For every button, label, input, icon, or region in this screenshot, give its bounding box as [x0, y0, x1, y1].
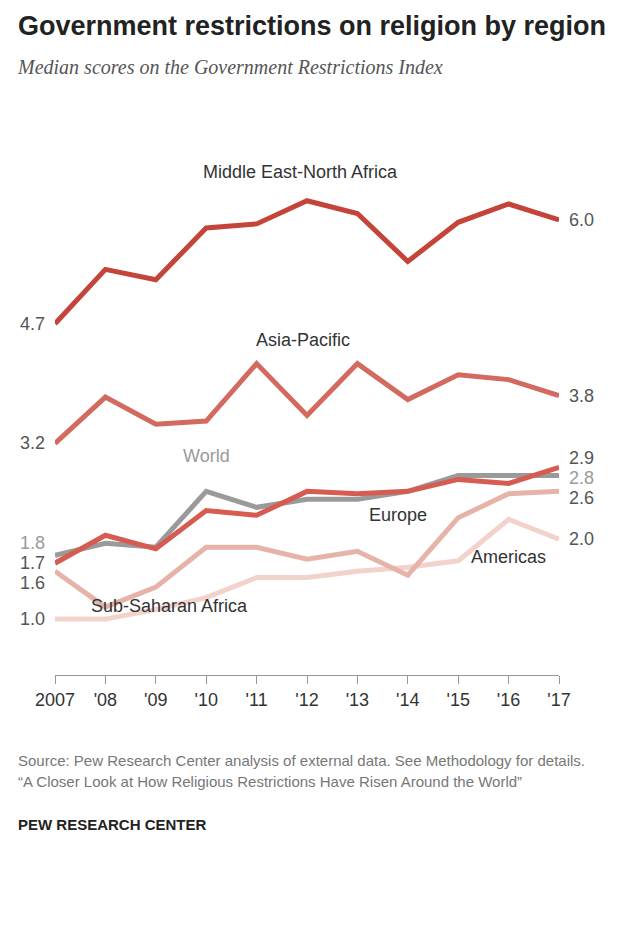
- svg-text:Asia-Pacific: Asia-Pacific: [256, 330, 350, 350]
- svg-text:'16: '16: [497, 690, 520, 710]
- svg-text:'13: '13: [346, 690, 369, 710]
- svg-text:2.6: 2.6: [569, 488, 594, 508]
- svg-text:2.8: 2.8: [569, 468, 594, 488]
- svg-text:'12: '12: [295, 690, 318, 710]
- svg-text:3.8: 3.8: [569, 386, 594, 406]
- svg-text:'10: '10: [194, 690, 217, 710]
- svg-text:2007: 2007: [35, 690, 75, 710]
- svg-text:Middle East-North Africa: Middle East-North Africa: [203, 162, 398, 182]
- svg-text:Americas: Americas: [471, 547, 546, 567]
- html-text:Government restrictions on rel: Government restrictions on religion by r…: [18, 11, 607, 41]
- svg-text:6.0: 6.0: [569, 210, 594, 230]
- html-text:Source: Pew Research Center an: Source: Pew Research Center analysis of …: [18, 752, 585, 769]
- html-text:PEW RESEARCH CENTER: PEW RESEARCH CENTER: [18, 816, 207, 833]
- svg-text:1.8: 1.8: [20, 533, 45, 553]
- svg-text:2.0: 2.0: [569, 529, 594, 549]
- svg-text:'17: '17: [547, 690, 570, 710]
- svg-text:1.7: 1.7: [20, 553, 45, 573]
- html-text:“A Closer Look at How Religiou: “A Closer Look at How Religious Restrict…: [18, 773, 523, 790]
- svg-text:'11: '11: [246, 690, 268, 710]
- svg-text:4.7: 4.7: [20, 314, 45, 334]
- svg-text:2.9: 2.9: [569, 448, 594, 468]
- svg-text:World: World: [183, 446, 230, 466]
- svg-text:Sub-Saharan Africa: Sub-Saharan Africa: [91, 596, 248, 616]
- svg-text:1.0: 1.0: [20, 609, 45, 629]
- svg-text:'09: '09: [144, 690, 167, 710]
- svg-text:1.6: 1.6: [20, 573, 45, 593]
- svg-text:'15: '15: [446, 690, 469, 710]
- html-text:Median scores on the Governmen: Median scores on the Government Restrict…: [18, 55, 443, 78]
- svg-text:3.2: 3.2: [20, 433, 45, 453]
- svg-text:'08: '08: [94, 690, 117, 710]
- svg-text:Europe: Europe: [369, 505, 427, 525]
- svg-text:'14: '14: [396, 690, 419, 710]
